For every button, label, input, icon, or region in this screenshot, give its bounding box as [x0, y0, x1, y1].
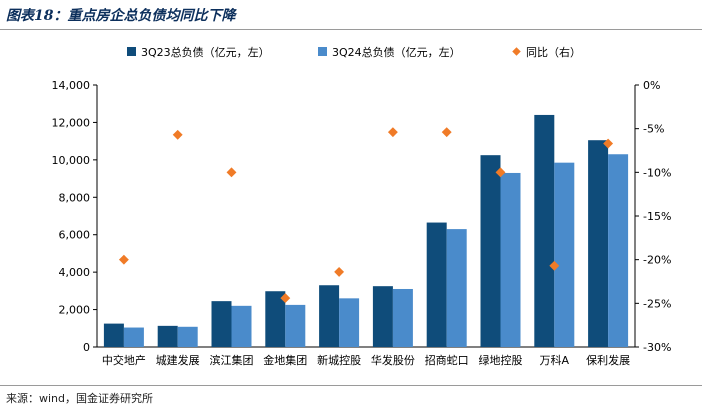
- bar-3q23: [319, 285, 340, 347]
- bar-3q23: [534, 114, 555, 347]
- right-tick-label: -25%: [643, 297, 671, 310]
- legend-swatch-0: [127, 47, 136, 56]
- right-tick-label: -30%: [643, 341, 671, 354]
- right-tick-label: -20%: [643, 254, 671, 267]
- left-tick-label: 10,000: [52, 154, 91, 167]
- x-tick-label: 招商蛇口: [425, 353, 469, 367]
- x-tick-label: 绿地控股: [479, 353, 523, 367]
- bar-3q23: [372, 286, 393, 347]
- bar-3q24: [500, 172, 521, 347]
- legend-label-1: 3Q24总负债（亿元，左）: [332, 45, 461, 59]
- bar-3q24: [177, 326, 198, 347]
- bar-3q24: [446, 229, 467, 347]
- source-divider: [0, 385, 702, 386]
- left-tick-label: 6,000: [59, 229, 91, 242]
- title-divider: [0, 29, 702, 30]
- x-tick-label: 万科A: [540, 353, 570, 367]
- right-tick-label: -15%: [643, 210, 671, 223]
- x-tick-label: 金地集团: [263, 353, 307, 367]
- bar-3q24: [285, 304, 306, 347]
- yoy-point: [495, 167, 506, 178]
- bar-3q23: [480, 155, 501, 347]
- x-tick-label: 中交地产: [102, 353, 146, 367]
- left-tick-label: 0: [83, 341, 90, 354]
- bar-3q24: [339, 298, 360, 347]
- legend-swatch-1: [318, 47, 327, 56]
- yoy-point: [603, 138, 614, 149]
- left-tick-label: 2,000: [59, 304, 91, 317]
- bar-3q23: [265, 291, 286, 347]
- right-tick-label: -5%: [643, 123, 664, 136]
- bar-3q24: [554, 162, 575, 347]
- x-tick-label: 华发股份: [371, 353, 415, 367]
- x-tick-label: 新城控股: [317, 353, 361, 367]
- left-tick-label: 12,000: [52, 116, 91, 129]
- right-tick-label: -10%: [643, 166, 671, 179]
- left-tick-label: 8,000: [59, 191, 91, 204]
- legend-label-2: 同比（右）: [526, 45, 581, 59]
- bar-3q23: [588, 140, 609, 347]
- yoy-point: [226, 167, 237, 178]
- yoy-point: [118, 254, 129, 265]
- yoy-point: [172, 129, 183, 140]
- legend-label-0: 3Q23总负债（亿元，左）: [141, 45, 270, 59]
- yoy-point: [280, 293, 291, 304]
- bar-3q24: [608, 154, 629, 347]
- yoy-point: [549, 260, 560, 271]
- yoy-point: [441, 127, 452, 138]
- left-tick-label: 4,000: [59, 266, 91, 279]
- bar-3q23: [103, 323, 124, 347]
- bar-3q24: [231, 305, 252, 347]
- legend-swatch-2: [512, 47, 521, 56]
- x-tick-label: 城建发展: [156, 353, 200, 367]
- x-tick-label: 滨江集团: [210, 353, 254, 367]
- bar-3q24: [123, 327, 144, 347]
- bar-3q23: [211, 301, 232, 347]
- bar-3q23: [426, 222, 447, 347]
- right-tick-label: 0%: [643, 79, 660, 92]
- bar-3q24: [392, 288, 413, 347]
- yoy-point: [387, 127, 398, 138]
- bar-3q23: [157, 325, 178, 347]
- source-note: 来源：wind，国金证券研究所: [6, 392, 154, 405]
- x-tick-label: 保利发展: [586, 353, 630, 367]
- left-tick-label: 14,000: [52, 79, 91, 92]
- yoy-point: [334, 266, 345, 277]
- figure-title: 图表18：重点房企总负债均同比下降: [6, 8, 236, 24]
